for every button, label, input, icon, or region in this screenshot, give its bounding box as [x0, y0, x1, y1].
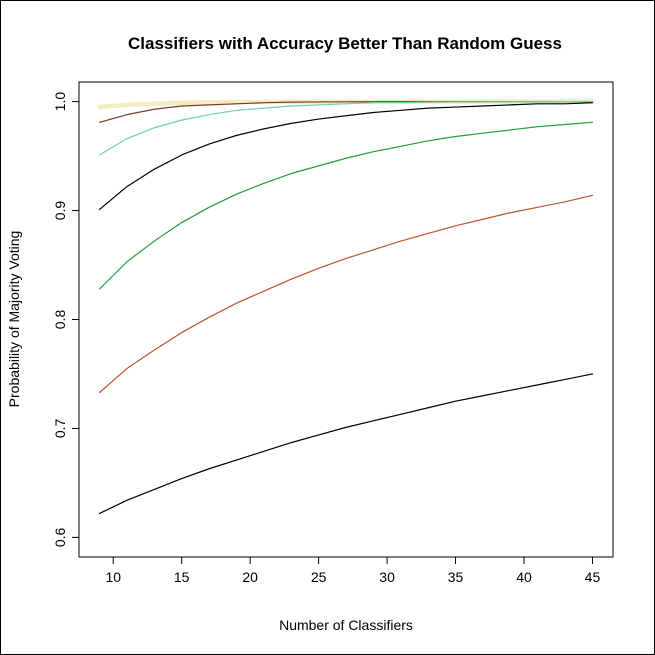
series-line-2 [98, 194, 594, 394]
y-tick-label-3: 0.9 [52, 201, 68, 221]
x-tick-label-30: 30 [379, 569, 395, 585]
y-axis: 0.6 0.7 0.8 0.9 1.0 [52, 92, 79, 547]
x-tick-label-20: 20 [242, 569, 258, 585]
x-tick-label-40: 40 [516, 569, 532, 585]
series-line-5 [98, 101, 594, 156]
y-tick-label-1: 0.7 [52, 419, 68, 439]
y-tick-label-4: 1.0 [52, 92, 68, 112]
series-line-3 [98, 121, 594, 290]
series-layer [97, 99, 595, 515]
x-tick-label-45: 45 [585, 569, 601, 585]
chart-title: Classifiers with Accuracy Better Than Ra… [128, 34, 562, 53]
plot-box [78, 81, 614, 558]
y-axis-label: Probability of Majority Voting [6, 231, 22, 408]
series-line-4 [98, 102, 594, 211]
series-line-1 [98, 373, 594, 515]
x-axis-label: Number of Classifiers [279, 617, 413, 633]
x-tick-label-35: 35 [448, 569, 464, 585]
x-tick-label-10: 10 [105, 569, 121, 585]
y-tick-label-0: 0.6 [52, 527, 68, 547]
x-tick-label-15: 15 [174, 569, 190, 585]
x-axis: 10 15 20 25 30 35 40 45 [105, 557, 600, 585]
x-tick-label-25: 25 [311, 569, 327, 585]
y-tick-label-2: 0.8 [52, 310, 68, 330]
